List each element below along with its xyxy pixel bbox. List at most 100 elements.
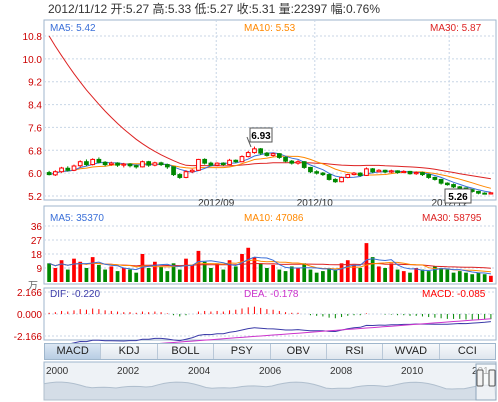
candle-body	[420, 172, 425, 176]
volume-bar	[196, 250, 201, 282]
volume-bar	[408, 272, 412, 282]
volume-bar	[439, 268, 443, 282]
candle-body	[164, 164, 170, 168]
candle-body	[46, 172, 52, 176]
candle-body	[121, 163, 127, 166]
tab-obv[interactable]: OBV	[271, 344, 327, 359]
volume-bar	[265, 268, 269, 282]
candle-body	[314, 171, 320, 174]
tab-wvad[interactable]: WVAD	[383, 344, 440, 359]
volume-ytick-label: 27	[31, 236, 43, 247]
candle-body	[84, 161, 89, 166]
volume-bar	[227, 260, 232, 282]
candle-body	[196, 158, 201, 171]
tab-cci[interactable]: CCI	[457, 345, 477, 357]
candle-body	[295, 161, 301, 164]
volume-ma10-label: MA10: 47086	[244, 213, 304, 224]
candlestick-series	[46, 146, 494, 195]
candle-body	[364, 168, 369, 176]
candle-body	[370, 168, 376, 173]
candle-body	[457, 186, 463, 189]
candle-body	[308, 166, 313, 173]
candle-body	[357, 172, 363, 176]
tab-rsi[interactable]: RSI	[327, 344, 384, 359]
volume-bar	[271, 264, 275, 282]
candle-body	[152, 162, 158, 166]
timeline-year-label: 2006	[259, 366, 282, 377]
price-ytick-label: 5.2	[28, 192, 42, 203]
price-ytick-label: 10.8	[23, 32, 43, 43]
candle-body	[258, 148, 264, 154]
candle-body	[264, 152, 270, 156]
candle-body	[476, 190, 481, 194]
indicator-tabs: MACD KDJ BOLL PSY OBV RSI WVAD CCI	[44, 343, 496, 360]
candle-body	[140, 161, 145, 168]
volume-bar	[233, 266, 238, 282]
candle-body	[351, 172, 357, 176]
high-callout-text: 6.93	[251, 131, 271, 142]
price-ytick-label: 7.6	[28, 123, 42, 134]
candle-body	[326, 174, 332, 180]
candle-body	[432, 176, 438, 180]
candle-body	[77, 161, 83, 167]
quote-header: 2012/11/12 开:5.27 高:5.33 低:5.27 收:5.31 量…	[48, 1, 380, 16]
volume-bar	[464, 272, 468, 282]
volume-bar	[202, 261, 207, 282]
volume-bar	[84, 268, 89, 282]
tab-macd[interactable]: MACD	[45, 344, 102, 359]
volume-bar	[296, 268, 300, 282]
candle-body	[339, 176, 344, 183]
volume-bar	[177, 269, 182, 282]
tab-kdj[interactable]: KDJ	[101, 344, 158, 359]
tab-psy[interactable]: PSY	[214, 344, 271, 359]
volume-bar	[115, 271, 120, 282]
volume-bar	[321, 271, 325, 282]
tab-boll[interactable]: BOLL	[158, 344, 215, 359]
volume-bar	[140, 254, 145, 282]
candle-body	[438, 178, 444, 184]
volume-bar	[78, 261, 83, 282]
price-xtick-label: 2012/09	[198, 198, 235, 209]
candle-body	[376, 169, 382, 173]
volume-bar	[59, 260, 64, 282]
volume-bar	[184, 258, 188, 282]
volume-ma5-line	[48, 256, 491, 275]
volume-bar	[252, 257, 257, 282]
candle-body	[133, 165, 139, 168]
volume-bar	[302, 263, 307, 282]
volume-bars	[47, 243, 493, 282]
volume-bar	[339, 263, 344, 282]
volume-bar	[47, 263, 51, 282]
price-panel	[43, 19, 497, 201]
volume-bar	[283, 271, 288, 282]
candle-body	[96, 158, 102, 163]
volume-y-axis: 36 27 18 9	[31, 222, 43, 275]
timeline-year-label: 2008	[330, 366, 353, 377]
volume-bar	[159, 266, 163, 282]
candle-body	[158, 162, 164, 166]
candle-body	[407, 170, 413, 175]
timeline-left-handle[interactable]	[476, 369, 484, 387]
volume-bar	[420, 269, 425, 282]
volume-bar	[414, 268, 419, 282]
candle-body	[102, 161, 108, 166]
candle-body	[395, 170, 400, 174]
volume-bar	[364, 243, 369, 282]
candle-body	[289, 160, 295, 164]
timeline-right-handle[interactable]	[488, 369, 496, 387]
volume-bar	[97, 264, 101, 282]
volume-bar	[445, 269, 450, 282]
volume-bar	[358, 268, 363, 282]
volume-bar	[72, 258, 76, 282]
volume-bar	[433, 266, 437, 282]
macd-y-axis: 2.166 0.000 -2.166	[14, 288, 43, 343]
volume-ytick-label: 9	[36, 264, 42, 275]
volume-bar	[333, 269, 338, 282]
price-ytick-label: 10.0	[23, 55, 43, 66]
candle-body	[220, 162, 226, 166]
low-callout: 5.26	[444, 188, 472, 205]
candle-body	[413, 172, 419, 175]
candle-body	[183, 171, 189, 178]
high-callout: 6.93	[246, 127, 273, 148]
